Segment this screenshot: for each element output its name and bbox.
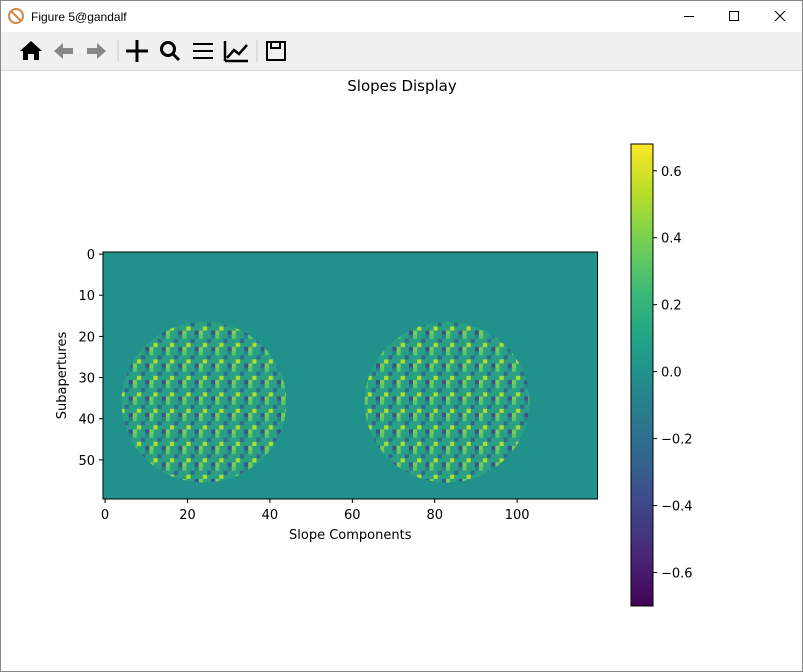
pupil-region xyxy=(364,321,530,483)
zoom-button[interactable] xyxy=(160,41,176,57)
y-tick-label: 50 xyxy=(78,454,95,469)
y-tick-label: 20 xyxy=(78,330,95,345)
x-tick-label: 60 xyxy=(344,508,361,523)
colorbar-tick-label: −0.4 xyxy=(661,500,693,515)
colorbar-tick-label: −0.6 xyxy=(661,567,693,582)
y-tick-label: 30 xyxy=(78,372,95,387)
y-tick-label: 10 xyxy=(78,289,95,304)
pan-button[interactable] xyxy=(126,40,148,62)
x-tick-label: 80 xyxy=(426,508,443,523)
toolbar xyxy=(1,32,802,71)
x-tick-label: 0 xyxy=(101,508,109,523)
colorbar-tick-label: −0.2 xyxy=(661,433,693,448)
figure: Slopes Display 0 20 40 60 80 100 0 10 20 30 40 50 Sl… xyxy=(55,77,693,607)
pupil-region xyxy=(121,321,287,483)
edit-button[interactable] xyxy=(223,41,248,63)
save-button[interactable] xyxy=(266,41,286,61)
x-tick-label: 20 xyxy=(179,508,196,523)
window-title: Figure 5@gandalf xyxy=(31,9,127,24)
colorbar-tick-label: 0.0 xyxy=(661,366,682,381)
colorbar-tick-label: 0.4 xyxy=(661,232,682,247)
axes-frame xyxy=(102,251,598,500)
colorbar-tick-label: 0.2 xyxy=(661,299,682,314)
x-axis-label: Slope Components xyxy=(289,528,412,543)
colorbar-tick-label: 0.6 xyxy=(661,165,682,180)
app-icon xyxy=(8,8,24,24)
close-button[interactable] xyxy=(774,10,786,22)
colorbar xyxy=(630,143,654,607)
toolbar-icons xyxy=(20,40,286,63)
back-button[interactable] xyxy=(54,43,73,59)
y-tick-label: 40 xyxy=(78,413,95,428)
y-axis-label: Subapertures xyxy=(55,332,70,420)
y-tick-label: 0 xyxy=(87,248,95,263)
maximize-button[interactable] xyxy=(729,11,739,21)
configure-button[interactable] xyxy=(193,43,213,59)
forward-button[interactable] xyxy=(87,43,106,59)
x-tick-label: 100 xyxy=(505,508,530,523)
chart-title: Slopes Display xyxy=(347,77,457,95)
home-button[interactable] xyxy=(20,41,42,60)
title-bar: Figure 5@gandalf xyxy=(1,1,802,32)
x-tick-label: 40 xyxy=(262,508,279,523)
